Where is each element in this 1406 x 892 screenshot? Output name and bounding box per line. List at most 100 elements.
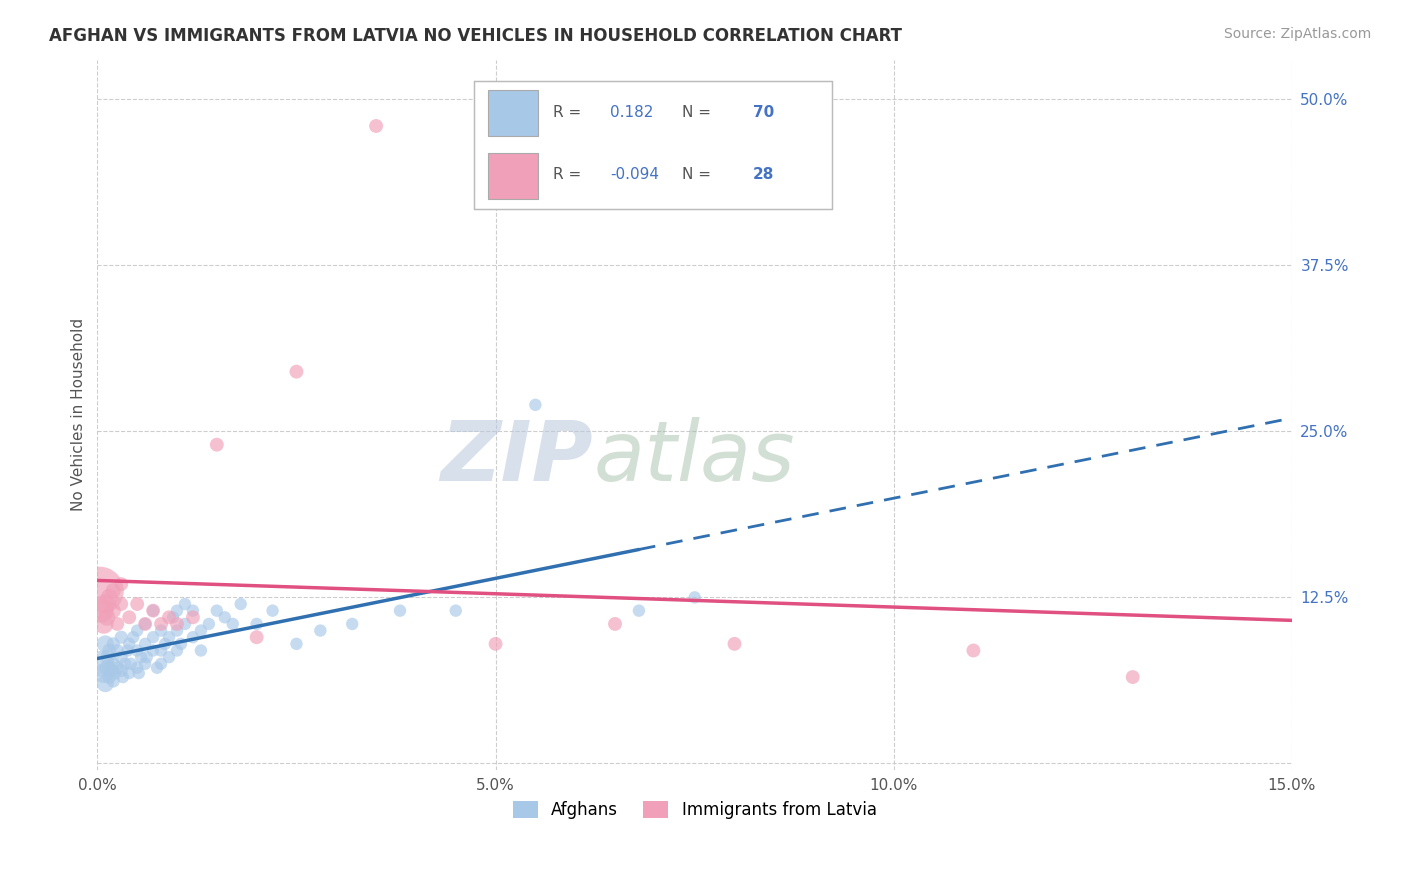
Point: [134, 657, 156, 671]
Point: [103, 673, 125, 688]
Point: [603, 616, 626, 631]
Point: [129, 650, 152, 665]
Point: [127, 624, 149, 638]
Point: [157, 610, 180, 624]
Point: [134, 616, 156, 631]
Point: [364, 119, 387, 133]
Point: [122, 630, 145, 644]
Point: [174, 597, 197, 611]
Point: [962, 643, 984, 657]
Point: [157, 630, 180, 644]
Point: [94, 676, 117, 690]
Point: [114, 657, 136, 671]
Point: [120, 657, 142, 671]
Point: [110, 597, 132, 611]
Point: [103, 637, 125, 651]
Point: [190, 643, 212, 657]
Point: [103, 583, 125, 598]
Point: [205, 438, 228, 452]
Point: [105, 661, 128, 675]
Point: [135, 650, 157, 665]
Point: [162, 610, 184, 624]
Point: [444, 604, 467, 618]
Point: [142, 643, 165, 657]
Point: [150, 643, 173, 657]
Y-axis label: No Vehicles in Household: No Vehicles in Household: [72, 318, 86, 511]
Point: [246, 630, 269, 644]
Point: [98, 670, 121, 684]
Point: [627, 604, 650, 618]
Point: [96, 610, 118, 624]
Point: [262, 604, 284, 618]
Point: [181, 630, 204, 644]
Point: [134, 616, 156, 631]
Point: [96, 661, 118, 675]
Text: ZIP: ZIP: [440, 417, 593, 498]
Text: AFGHAN VS IMMIGRANTS FROM LATVIA NO VEHICLES IN HOUSEHOLD CORRELATION CHART: AFGHAN VS IMMIGRANTS FROM LATVIA NO VEHI…: [49, 27, 903, 45]
Point: [146, 661, 169, 675]
Point: [683, 591, 706, 605]
Text: Source: ZipAtlas.com: Source: ZipAtlas.com: [1223, 27, 1371, 41]
Point: [105, 616, 128, 631]
Point: [98, 643, 121, 657]
Point: [229, 597, 252, 611]
Point: [134, 637, 156, 651]
Point: [97, 650, 120, 665]
Point: [104, 666, 127, 681]
Point: [153, 637, 176, 651]
Point: [246, 616, 269, 631]
Point: [118, 637, 141, 651]
Point: [142, 604, 165, 618]
Point: [222, 616, 245, 631]
Point: [93, 616, 115, 631]
Point: [150, 657, 173, 671]
Point: [118, 610, 141, 624]
Point: [214, 610, 236, 624]
Point: [198, 616, 221, 631]
Point: [181, 610, 204, 624]
Point: [1122, 670, 1144, 684]
Point: [166, 616, 188, 631]
Point: [127, 661, 149, 675]
Point: [103, 657, 125, 671]
Point: [90, 657, 112, 671]
Point: [89, 583, 111, 598]
Point: [142, 604, 165, 618]
Point: [157, 650, 180, 665]
Point: [128, 666, 150, 681]
Point: [205, 604, 228, 618]
Point: [388, 604, 411, 618]
Point: [110, 664, 132, 678]
Point: [150, 624, 173, 638]
Point: [100, 664, 122, 678]
Point: [93, 666, 115, 681]
Point: [166, 624, 188, 638]
Point: [111, 670, 134, 684]
Point: [484, 637, 506, 651]
Point: [285, 365, 308, 379]
Point: [110, 577, 132, 591]
Point: [118, 666, 141, 681]
Point: [117, 643, 139, 657]
Point: [723, 637, 745, 651]
Point: [94, 597, 117, 611]
Point: [190, 624, 212, 638]
Point: [174, 616, 197, 631]
Point: [181, 604, 204, 618]
Point: [170, 637, 193, 651]
Text: atlas: atlas: [593, 417, 794, 498]
Point: [309, 624, 332, 638]
Point: [127, 597, 149, 611]
Point: [103, 604, 125, 618]
Point: [105, 643, 128, 657]
Point: [342, 616, 364, 631]
Point: [166, 643, 188, 657]
Point: [90, 604, 112, 618]
Legend: Afghans, Immigrants from Latvia: Afghans, Immigrants from Latvia: [506, 794, 883, 826]
Point: [110, 650, 132, 665]
Point: [524, 398, 547, 412]
Point: [285, 637, 308, 651]
Point: [98, 591, 121, 605]
Point: [127, 643, 149, 657]
Point: [94, 637, 117, 651]
